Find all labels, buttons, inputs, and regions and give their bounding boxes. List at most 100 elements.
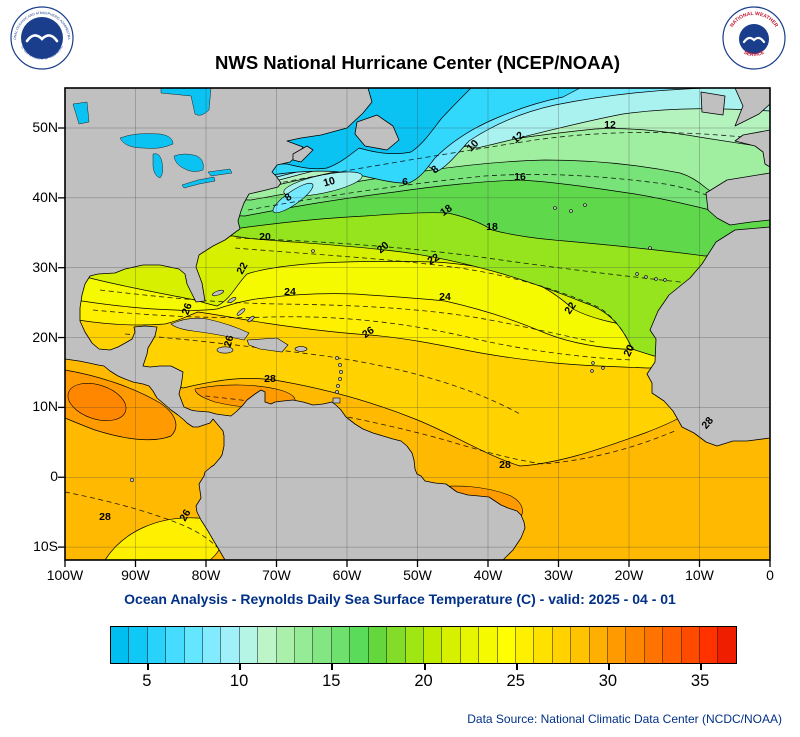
x-axis-label: 10W: [685, 567, 714, 583]
island-jamaica: [216, 346, 234, 354]
colorbar-tick-label: 35: [690, 672, 710, 690]
land-africa: [646, 226, 771, 447]
colorbar-tick-label: 5: [142, 672, 152, 690]
noaa-logo: NATIONAL OCEANIC AND ATMOSPHERIC ADMINIS…: [10, 6, 74, 70]
contour-label: 22: [234, 260, 250, 276]
colorbar-cell: [479, 627, 498, 663]
contour-label: 28: [264, 373, 276, 385]
x-axis-label: 0: [766, 567, 774, 583]
lake-erie: [181, 176, 216, 189]
contour-label: 20: [259, 231, 271, 243]
colorbar-cell: [460, 627, 480, 663]
colorbar-cell: [718, 627, 736, 663]
colorbar-cell: [607, 627, 627, 663]
colorbar-cell: [644, 627, 664, 663]
y-axis-label: 0: [50, 468, 58, 485]
colorbar-tick: [331, 664, 334, 670]
x-axis-label: 100W: [46, 567, 84, 583]
colorbar-tick: [607, 664, 610, 670]
colorbar-cell: [331, 627, 351, 663]
contour-label: 20: [621, 343, 637, 359]
contour-label: 16: [514, 171, 526, 183]
y-axis-label: 30N: [32, 258, 58, 275]
colorbar-cell: [442, 627, 461, 663]
colorbar-cell: [258, 627, 277, 663]
colorbar-cell: [681, 627, 700, 663]
islands-atlantic-small: [129, 203, 667, 483]
colorbar-tick: [700, 664, 703, 670]
x-axis-label: 90W: [121, 567, 150, 583]
colorbar-cell: [239, 627, 259, 663]
colorbar-cell: [663, 627, 682, 663]
colorbar-tick-label: 10: [229, 672, 249, 690]
colorbar-cell: [534, 627, 553, 663]
islands-bahamas: [212, 289, 255, 323]
colorbar-cell: [515, 627, 535, 663]
nws-logo: NATIONAL WEATHER SERVICE: [722, 6, 786, 70]
data-source: Data Source: National Climatic Data Cent…: [467, 712, 782, 726]
islands-lesser-antilles: [332, 356, 343, 404]
colorbar-cell: [423, 627, 443, 663]
land-newfoundland: [354, 114, 400, 151]
contour-label: 26: [177, 507, 193, 523]
map-caption: Ocean Analysis - Reynolds Daily Sea Surf…: [124, 591, 676, 607]
axis-ticks: [58, 127, 771, 567]
colorbar-cell: [203, 627, 222, 663]
x-axis-label: 20W: [614, 567, 644, 583]
colorbar-tick: [515, 664, 518, 670]
island-hispaniola: [246, 337, 289, 353]
colorbar-tick: [239, 664, 242, 670]
colorbar-cell: [221, 627, 240, 663]
colorbar-cell: [571, 627, 590, 663]
x-axis-label: 30W: [544, 567, 573, 583]
x-axis-label: 50W: [403, 567, 432, 583]
colorbar-cell: [147, 627, 167, 663]
hudson-james-bay: [160, 87, 212, 116]
colorbar-cell: [184, 627, 204, 663]
lake-winnipeg: [72, 101, 90, 125]
noaa-seagull-icon: [25, 34, 59, 43]
colorbar-cell: [295, 627, 314, 663]
contour-label: 26: [180, 301, 195, 316]
colorbar-cell: [276, 627, 296, 663]
contour-label: 8: [282, 191, 294, 204]
y-axis-label: 10N: [32, 398, 58, 415]
colorbar-cell: [497, 627, 516, 663]
colorbar-cell: [552, 627, 572, 663]
colorbar-cell: [405, 627, 424, 663]
colorbar: [110, 626, 737, 664]
x-axis-label: 80W: [191, 567, 221, 583]
colorbar-cell: [700, 627, 719, 663]
colorbar-cell: [313, 627, 332, 663]
colorbar-cell: [111, 627, 130, 663]
colorbar-tick-label: 15: [322, 672, 341, 690]
contour-label: 22: [425, 251, 441, 267]
map-border: [64, 87, 771, 561]
land-americas: [64, 87, 526, 561]
lake-huron: [173, 153, 204, 172]
contour-label: 24: [439, 291, 451, 303]
y-axis-label: 10S: [33, 538, 58, 555]
colorbar-tick: [146, 664, 149, 670]
nws-arc-text-bottom: SERVICE: [743, 49, 766, 58]
x-axis-label: 40W: [473, 567, 503, 583]
colorbar-cell: [626, 627, 645, 663]
land-iberia: [705, 172, 771, 226]
colorbar-tick-label: 25: [506, 672, 525, 690]
page-title: NWS National Hurricane Center (NCEP/NOAA…: [215, 52, 620, 73]
sst-map: 8 10 6 8 10 12 12 16 18 18 20 20 22 22 24 24 26 26 22 20 26 2…: [57, 80, 778, 568]
colorbar-cell: [129, 627, 148, 663]
island-puerto-rico: [294, 346, 308, 352]
contour-label: 28: [499, 459, 511, 471]
contour-label: 28: [99, 511, 111, 523]
lake-ontario: [207, 168, 233, 177]
y-axis-label: 20N: [32, 328, 58, 345]
colorbar-cell: [368, 627, 388, 663]
contour-label: 18: [486, 221, 498, 233]
contour-label: 6: [402, 176, 408, 188]
lake-michigan: [152, 153, 163, 179]
colorbar-tick-label: 20: [414, 672, 433, 690]
island-cuba: [170, 317, 250, 341]
land-masses: [64, 87, 771, 561]
